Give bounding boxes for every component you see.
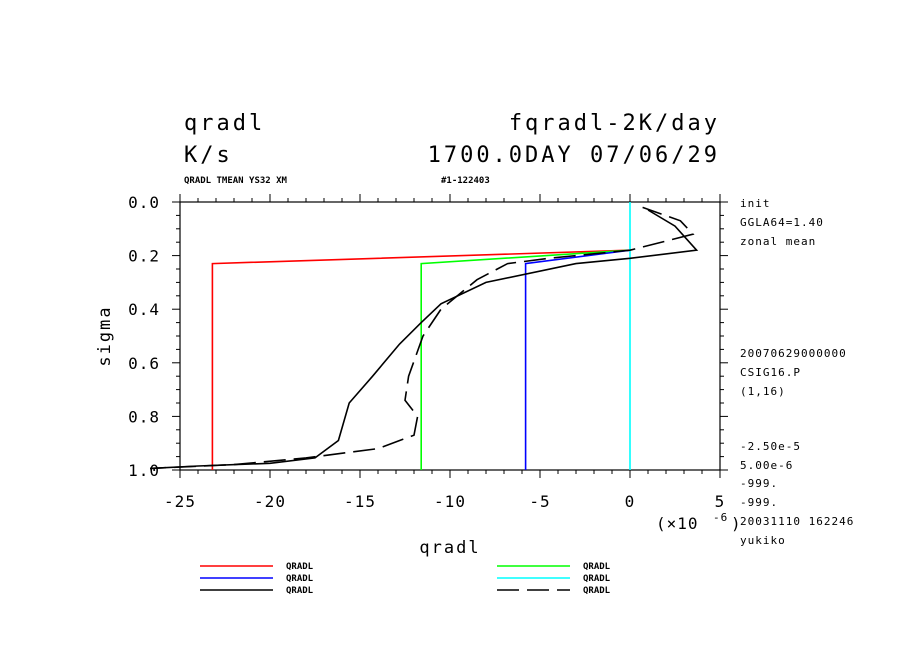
- series-line-5: [150, 209, 699, 470]
- units-label: K/s: [184, 143, 233, 168]
- legend-label: QRADL: [583, 574, 611, 584]
- x-scale-label: (×10: [656, 514, 699, 533]
- x-tick-label: -5: [529, 492, 550, 511]
- legend-label: QRADL: [583, 562, 611, 572]
- x-scale-exponent: -6: [713, 511, 728, 524]
- series-line-6: [150, 206, 695, 470]
- legend: QRADL QRADL QRADL QRADL QRADL QRADL: [200, 562, 611, 596]
- info-mean: zonal mean: [740, 235, 816, 248]
- axis-ticks: [172, 194, 728, 478]
- info-missing-1: -999.: [740, 477, 778, 490]
- x-tick-label: -20: [254, 492, 286, 511]
- y-tick-label: 0.4: [128, 300, 160, 319]
- y-axis-label: sigma: [95, 305, 115, 366]
- axis-tick-labels: -25 -20 -15 -10 -5 0 5 0.0 0.2 0.4 0.6 0.8 1.0: [128, 193, 726, 511]
- x-tick-label: -25: [164, 492, 196, 511]
- time-label: 1700.0DAY 07/06/29: [428, 143, 720, 168]
- legend-label: QRADL: [286, 574, 314, 584]
- x-tick-label: 5: [715, 492, 726, 511]
- info-min: -2.50e-5: [740, 440, 801, 453]
- info-created: 20031110 162246: [740, 515, 854, 528]
- subtitle-right: #1-122403: [441, 176, 490, 186]
- y-tick-label: 1.0: [128, 461, 160, 480]
- info-index: (1,16): [740, 385, 786, 398]
- y-tick-label: 0.8: [128, 407, 160, 426]
- info-coord: CSIG16.P: [740, 366, 801, 379]
- info-datetime: 20070629000000: [740, 347, 847, 360]
- x-tick-label: -10: [434, 492, 466, 511]
- x-scale-close: ): [731, 514, 742, 533]
- y-tick-label: 0.0: [128, 193, 160, 212]
- series-line-1: [211, 249, 631, 470]
- legend-label: QRADL: [583, 586, 611, 596]
- info-init: init: [740, 197, 771, 210]
- series-line-3: [524, 249, 631, 470]
- plot-frame: [179, 201, 721, 471]
- info-grid: GGLA64=1.40: [740, 216, 824, 229]
- y-tick-label: 0.6: [128, 354, 160, 373]
- info-interval: 5.00e-6: [740, 459, 793, 472]
- info-missing-2: -999.: [740, 496, 778, 509]
- legend-label: QRADL: [286, 586, 314, 596]
- variable-name: qradl: [184, 111, 265, 136]
- x-tick-label: 0: [625, 492, 636, 511]
- y-tick-label: 0.2: [128, 247, 160, 266]
- subtitle-left: QRADL TMEAN YS32 XM: [184, 176, 288, 186]
- legend-label: QRADL: [286, 562, 314, 572]
- x-tick-label: -15: [344, 492, 376, 511]
- x-axis-label: qradl: [419, 538, 480, 558]
- info-user: yukiko: [740, 534, 786, 547]
- experiment-title: fqradl-2K/day: [509, 111, 720, 136]
- series-lines: [150, 202, 699, 470]
- series-line-2: [420, 249, 631, 470]
